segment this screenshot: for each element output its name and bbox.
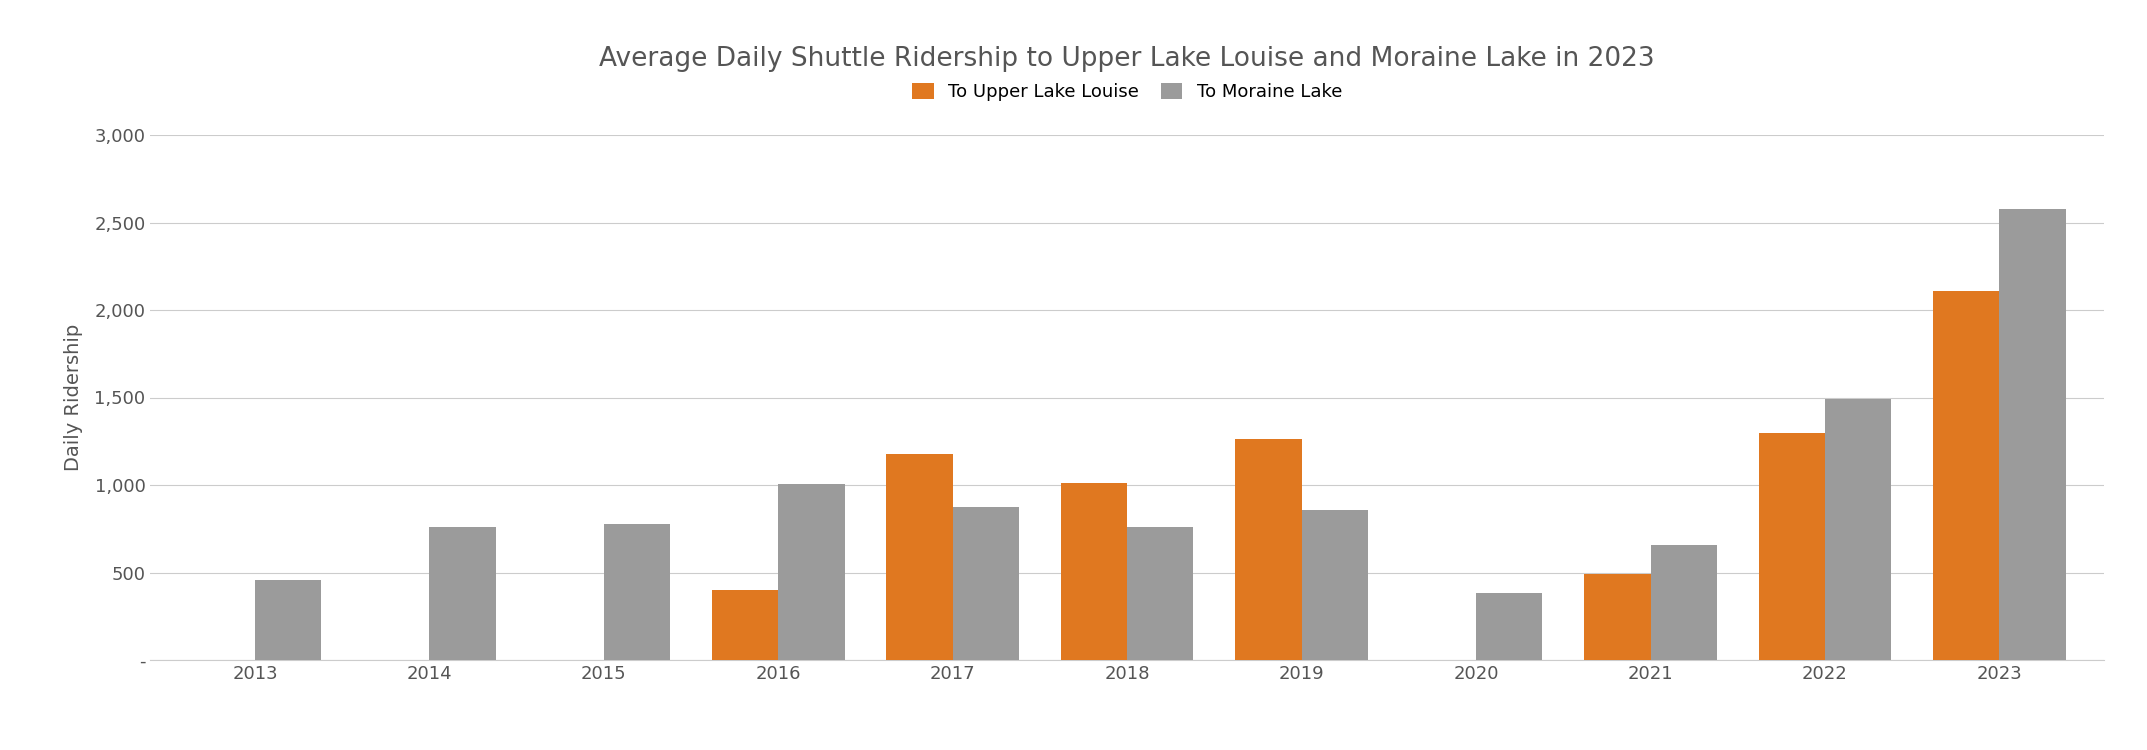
Bar xyxy=(429,527,496,660)
Bar xyxy=(953,507,1020,660)
Bar xyxy=(777,484,844,660)
Bar xyxy=(1651,544,1718,660)
Bar xyxy=(1477,592,1542,660)
Bar xyxy=(1301,510,1368,660)
Y-axis label: Daily Ridership: Daily Ridership xyxy=(64,324,84,471)
Bar xyxy=(1758,433,1825,660)
Bar xyxy=(1061,483,1127,660)
Bar xyxy=(603,524,670,660)
Bar xyxy=(255,580,322,660)
Title: Average Daily Shuttle Ridership to Upper Lake Louise and Moraine Lake in 2023: Average Daily Shuttle Ridership to Upper… xyxy=(599,46,1655,71)
Bar xyxy=(1235,439,1301,660)
Bar xyxy=(1127,527,1194,660)
Bar xyxy=(1825,399,1892,660)
Legend: To Upper Lake Louise, To Moraine Lake: To Upper Lake Louise, To Moraine Lake xyxy=(904,76,1350,109)
Bar xyxy=(1932,291,1999,660)
Bar xyxy=(887,454,953,660)
Bar xyxy=(713,590,779,660)
Bar xyxy=(1584,574,1651,660)
Bar xyxy=(1999,209,2065,660)
